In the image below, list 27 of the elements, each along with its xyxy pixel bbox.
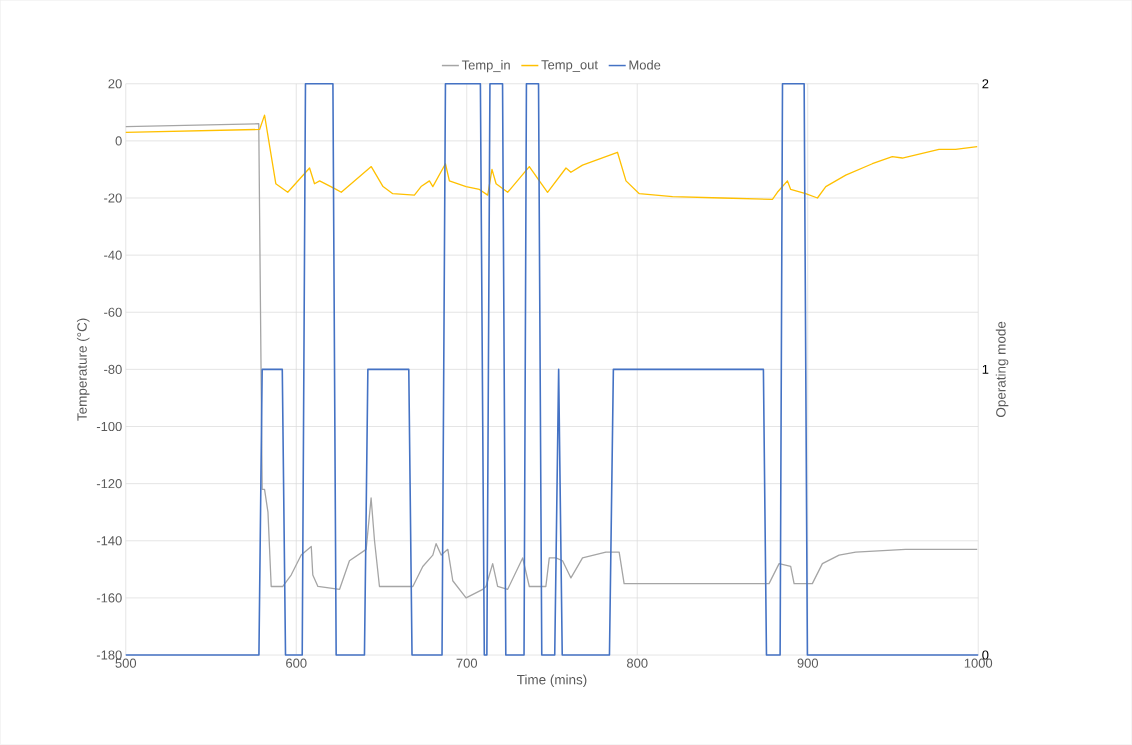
y-tick-label: 20 <box>108 79 122 89</box>
x-tick-label: 800 <box>626 658 648 668</box>
y2-tick-label: 1 <box>982 365 989 374</box>
y-tick-label: -20 <box>104 193 122 203</box>
x-tick-label: 500 <box>115 658 137 668</box>
line-series <box>125 114 978 201</box>
y-tick-label: -80 <box>104 364 122 375</box>
y2-tick-label: 2 <box>982 79 989 89</box>
y-tick-label: -140 <box>96 536 122 546</box>
y-tick-label: -180 <box>96 650 122 660</box>
x-tick-label: 1000 <box>964 658 993 668</box>
y2-tick-label: 0 <box>982 650 989 660</box>
legend-label: Mode <box>629 60 661 70</box>
x-tick-label: 900 <box>797 658 819 668</box>
x-tick-label: 600 <box>286 658 307 668</box>
y2-axis-title: Operating mode <box>995 321 1009 418</box>
legend-label: Temp_out <box>541 60 598 73</box>
y-tick-label: -60 <box>104 307 122 317</box>
y-tick-label: -160 <box>96 593 122 603</box>
x-tick-label: 700 <box>456 658 478 668</box>
y-tick-label: -120 <box>96 479 122 489</box>
y-tick-label: 0 <box>115 136 122 146</box>
y-axis-title: Temperature (°C) <box>76 318 90 421</box>
x-axis-title: Time (mins) <box>517 674 587 688</box>
y-tick-label: -100 <box>96 422 122 432</box>
legend-label: Temp_in <box>461 60 510 73</box>
y-tick-label: -40 <box>104 250 122 260</box>
